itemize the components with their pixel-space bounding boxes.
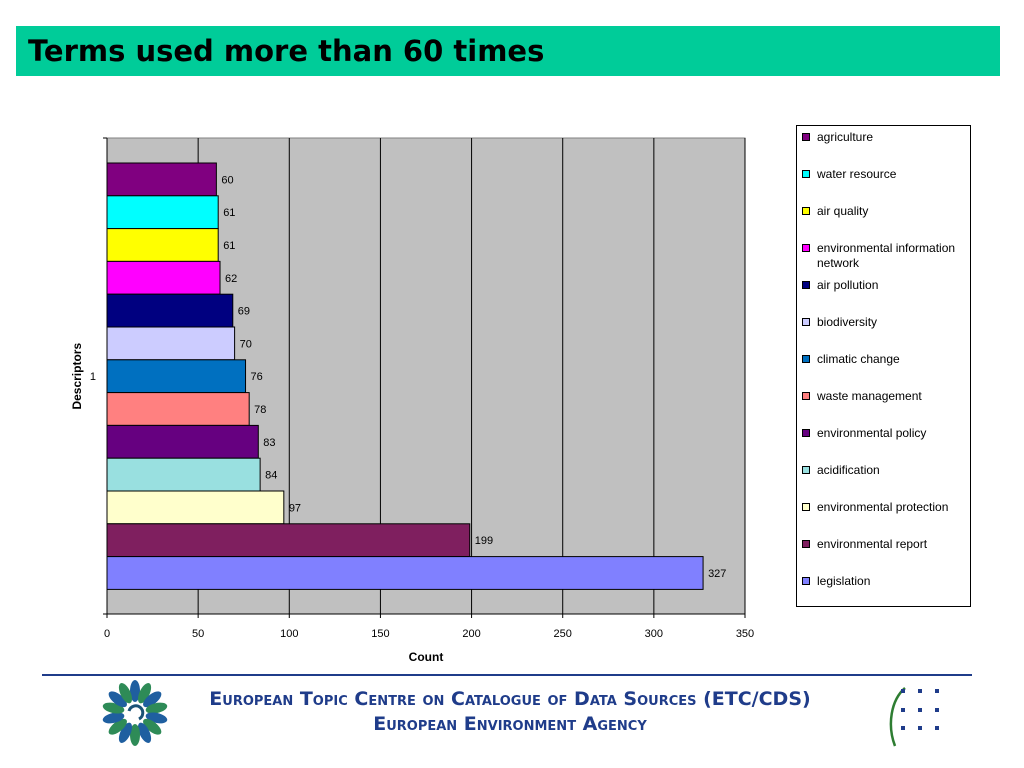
legend-label: agriculture — [817, 130, 874, 144]
legend-swatch — [802, 355, 810, 363]
slide-title: Terms used more than 60 times — [28, 34, 545, 68]
legend-label: legislation — [817, 574, 871, 588]
etc-cds-dots-logo-icon — [889, 687, 939, 747]
legend-label: environmental information network — [817, 241, 956, 270]
legend-label: air pollution — [817, 278, 879, 292]
legend-swatch — [802, 429, 810, 437]
bar-environmental-protection — [106, 490, 285, 525]
legend-swatch — [802, 281, 810, 289]
footer-divider — [42, 674, 972, 676]
data-label: 97 — [289, 502, 301, 514]
legend-swatch — [802, 170, 810, 178]
legend-swatch — [802, 392, 810, 400]
legend-label: water resource — [817, 167, 897, 181]
y-category-label: 1 — [90, 371, 96, 383]
legend-label: environmental report — [817, 537, 928, 551]
legend-swatch — [802, 133, 810, 141]
bar-environmental-report — [106, 523, 471, 558]
legend-label: air quality — [817, 204, 869, 218]
legend-label: waste management — [817, 389, 922, 403]
eea-flower-logo-icon — [102, 680, 168, 746]
bar-water-resource — [106, 195, 219, 230]
legend-label: biodiversity — [817, 315, 878, 329]
legend-swatch — [802, 577, 810, 585]
legend-swatch — [802, 207, 810, 215]
legend-swatch — [802, 466, 810, 474]
bar-climatic-change — [106, 359, 247, 394]
data-label: 60 — [221, 174, 233, 186]
bar-air-quality — [106, 228, 219, 262]
data-label: 76 — [251, 371, 263, 383]
legend-swatch — [802, 244, 810, 252]
x-tick-label: 200 — [462, 628, 480, 640]
data-label: 69 — [238, 306, 250, 318]
footer-organization: European Topic Centre on Catalogue of Da… — [209, 688, 811, 710]
bar-agriculture — [106, 162, 217, 197]
data-label: 83 — [263, 437, 275, 449]
data-label: 78 — [254, 404, 266, 416]
legend-swatch — [802, 540, 810, 548]
bar-environmental-policy — [106, 424, 259, 459]
data-label: 70 — [240, 338, 252, 350]
x-tick-label: 300 — [645, 628, 663, 640]
legend-label: environmental policy — [817, 426, 927, 440]
data-label: 61 — [223, 207, 235, 219]
footer-agency: European Environment Agency — [373, 713, 647, 735]
x-tick-label: 50 — [192, 628, 204, 640]
x-tick-label: 250 — [554, 628, 572, 640]
legend-swatch — [802, 318, 810, 326]
data-label: 327 — [708, 568, 726, 580]
bar-waste-management — [106, 392, 250, 426]
title-bar: Terms used more than 60 times — [16, 26, 1000, 76]
data-label: 199 — [475, 535, 493, 547]
data-label: 61 — [223, 240, 235, 252]
bar-biodiversity — [106, 326, 236, 361]
legend-label: environmental protection — [817, 500, 949, 514]
y-axis-title: Descriptors — [70, 343, 84, 410]
bar-air-pollution — [106, 293, 234, 328]
x-tick-label: 150 — [371, 628, 389, 640]
data-label: 62 — [225, 273, 237, 285]
bar-legislation — [106, 556, 704, 590]
legend-label: acidification — [817, 463, 880, 477]
x-tick-label: 350 — [736, 628, 754, 640]
bar-environmental-information-network — [106, 260, 221, 295]
bar-acidification — [106, 457, 261, 492]
x-axis-title: Count — [409, 650, 444, 664]
legend-label: climatic change — [817, 352, 900, 366]
legend-swatch — [802, 503, 810, 511]
x-tick-label: 0 — [104, 628, 110, 640]
x-tick-label: 100 — [280, 628, 298, 640]
data-label: 84 — [265, 470, 277, 482]
chart-legend: agriculture water resource air quality envi… — [796, 125, 971, 607]
